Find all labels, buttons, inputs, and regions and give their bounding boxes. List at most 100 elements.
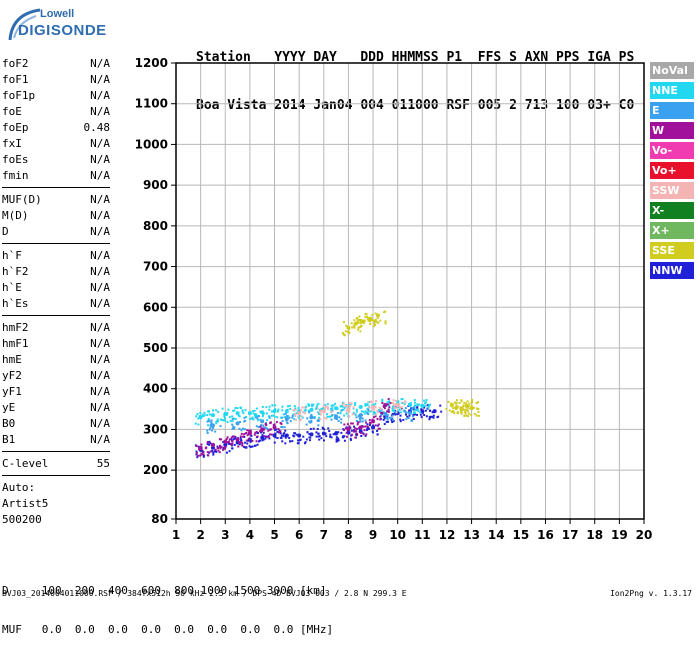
echo-dot-w	[247, 432, 250, 435]
echo-dot-nne	[232, 409, 235, 412]
param-row: B0 N/A	[2, 416, 110, 432]
echo-dot-nnw	[330, 436, 333, 439]
y-tick-label: 1000	[135, 137, 168, 151]
echo-dot-nne	[239, 407, 242, 410]
param-value: N/A	[90, 89, 110, 102]
x-tick-label: 20	[636, 528, 653, 542]
param-row: fxI N/A	[2, 136, 110, 152]
echo-dot-w	[381, 411, 384, 414]
echo-dot-e	[255, 425, 258, 428]
echo-dot-sse	[471, 398, 474, 401]
echo-dot-nne	[319, 408, 322, 411]
echo-dot-nne	[253, 409, 256, 412]
echo-dot-nnw	[382, 418, 385, 421]
echo-dot-e	[268, 416, 271, 419]
echo-dot-w	[263, 435, 266, 438]
echo-dot-sse	[366, 315, 369, 318]
param-name: yF1	[2, 385, 22, 398]
echo-dot-e	[412, 406, 415, 409]
echo-dot-nnw	[226, 451, 229, 454]
echo-dot-sse	[477, 410, 480, 413]
x-tick-label: 6	[295, 528, 303, 542]
echo-dot-w	[388, 406, 391, 409]
param-separator	[2, 451, 110, 452]
legend-item-nnw: NNW	[650, 262, 694, 279]
echo-dot-sse	[455, 399, 458, 402]
echo-dot-e	[380, 414, 383, 417]
echo-dot-nnw	[265, 435, 268, 438]
echo-dot-ssw	[371, 401, 374, 404]
echo-dot-nne	[345, 412, 348, 415]
echo-dot-nnw	[268, 437, 271, 440]
echo-dot-e	[313, 417, 316, 420]
param-name: h`F2	[2, 265, 29, 278]
echo-dot-nne	[236, 407, 239, 410]
echo-dot-nnw	[324, 433, 327, 436]
echo-dot-nnw	[325, 435, 328, 438]
echo-dot-nne	[364, 404, 367, 407]
legend-item-xminus: X-	[650, 202, 694, 219]
echo-dot-nne	[259, 410, 262, 413]
x-tick-label: 7	[320, 528, 328, 542]
param-name: foF1p	[2, 89, 36, 102]
echo-dot-sse	[359, 321, 362, 324]
x-tick-label: 4	[246, 528, 254, 542]
echo-dot-ssw	[398, 403, 401, 406]
echo-dot-w	[279, 430, 282, 433]
data-point-nne	[272, 409, 277, 414]
echo-dot-nne	[398, 408, 401, 411]
echo-dot-nne	[415, 408, 418, 411]
echo-dot-nnw	[391, 419, 394, 422]
echo-dot-e	[255, 416, 258, 419]
echo-dot-ssw	[376, 409, 379, 412]
echo-dot-ssw	[299, 419, 302, 422]
echo-dot-nnw	[337, 431, 340, 434]
echo-dot-ssw	[352, 406, 355, 409]
echo-dot-nnw	[232, 438, 235, 441]
echo-dot-e	[309, 417, 312, 420]
echo-dot-w	[268, 433, 271, 436]
echo-dot-w	[363, 429, 366, 432]
echo-dot-nnw	[376, 429, 379, 432]
echo-dot-w	[198, 448, 201, 451]
echo-dot-nne	[215, 422, 218, 425]
echo-dot-nne	[305, 405, 308, 408]
x-tick-label: 15	[512, 528, 529, 542]
echo-dot-nne	[241, 409, 244, 412]
param-name: M(D)	[2, 209, 29, 222]
echo-dot-nne	[377, 408, 380, 411]
echo-dot-nne	[315, 406, 318, 409]
echo-dot-nnw	[275, 428, 278, 431]
echo-dot-nnw	[289, 440, 292, 443]
echo-dot-nne	[286, 408, 289, 411]
echo-dot-ssw	[378, 406, 381, 409]
echo-dot-sse	[366, 317, 369, 320]
echo-dot-w	[202, 450, 205, 453]
echo-dot-nnw	[248, 445, 251, 448]
y-tick-label: 80	[151, 512, 168, 526]
echo-dot-w	[379, 415, 382, 418]
echo-dot-sse	[447, 400, 450, 403]
echo-dot-nnw	[212, 453, 215, 456]
data-point-e	[260, 419, 265, 424]
echo-dot-e	[404, 409, 407, 412]
echo-dot-nnw	[292, 434, 295, 437]
echo-dot-e	[405, 411, 408, 414]
echo-dot-nne	[294, 407, 297, 410]
param-row: foF1 N/A	[2, 72, 110, 88]
echo-dot-nnw	[416, 405, 419, 408]
echo-dot-nnw	[392, 420, 395, 423]
echo-dot-ssw	[348, 415, 351, 418]
echo-dot-nne	[207, 417, 210, 420]
echo-dot-e	[317, 418, 320, 421]
x-tick-label: 10	[389, 528, 406, 542]
station-header: Station YYYY DAY DDD HHMMSS P1 FFS S AXN…	[196, 18, 634, 130]
echo-dot-nne	[287, 415, 290, 418]
echo-dot-w	[387, 408, 390, 411]
distance-row: D 100 200 400 600 800 1000 1500 3000 [km…	[2, 584, 327, 597]
echo-dot-nnw	[206, 443, 209, 446]
echo-dot-sse	[466, 415, 469, 418]
echo-dot-nnw	[239, 437, 242, 440]
x-tick-label: 3	[221, 528, 229, 542]
echo-dot-nne	[277, 408, 280, 411]
